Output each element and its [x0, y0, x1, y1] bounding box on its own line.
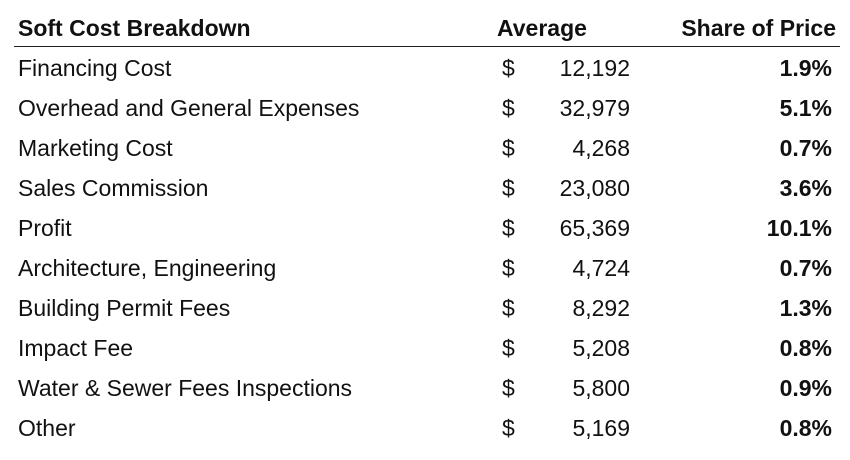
row-share-value: 5.1%	[779, 95, 832, 121]
row-share-value: 0.7%	[779, 255, 832, 281]
currency-symbol: $	[502, 375, 515, 401]
row-label: Profit	[18, 215, 72, 241]
currency-symbol: $	[502, 335, 515, 361]
currency-symbol: $	[502, 95, 515, 121]
row-share-value: 0.8%	[779, 335, 832, 361]
table-header-row: Soft Cost Breakdown Average Share of Pri…	[14, 10, 840, 47]
row-average-value: 4,268	[572, 135, 630, 161]
header-average: Average	[497, 15, 587, 41]
currency-symbol: $	[502, 295, 515, 321]
row-share-value: 1.9%	[779, 55, 832, 81]
table-row: Overhead and General Expenses $32,979 5.1%	[14, 90, 840, 130]
currency-symbol: $	[502, 55, 515, 81]
row-label: Architecture, Engineering	[18, 255, 277, 281]
row-share-value: 3.6%	[779, 175, 832, 201]
currency-symbol: $	[502, 415, 515, 441]
row-label: Water & Sewer Fees Inspections	[18, 375, 353, 401]
row-share-value: 0.8%	[779, 415, 832, 441]
row-share-value: 1.3%	[779, 295, 832, 321]
table-row: Water & Sewer Fees Inspections $5,800 0.9%	[14, 370, 840, 410]
table-row: Architecture, Engineering $4,724 0.7%	[14, 250, 840, 290]
table-row: Building Permit Fees $8,292 1.3%	[14, 290, 840, 330]
row-average-value: 23,080	[559, 175, 630, 201]
row-average-value: 12,192	[559, 55, 630, 81]
table-row: Sales Commission $23,080 3.6%	[14, 170, 840, 210]
row-average-value: 8,292	[572, 295, 630, 321]
row-average-value: 4,724	[572, 255, 630, 281]
row-label: Marketing Cost	[18, 135, 173, 161]
table-row: Profit $65,369 10.1%	[14, 210, 840, 250]
currency-symbol: $	[502, 255, 515, 281]
row-share-value: 0.7%	[779, 135, 832, 161]
header-share-of-price: Share of Price	[681, 15, 836, 41]
table-row: Financing Cost $12,192 1.9%	[14, 50, 840, 90]
row-label: Financing Cost	[18, 55, 172, 81]
row-label: Sales Commission	[18, 175, 209, 201]
header-soft-cost-breakdown: Soft Cost Breakdown	[18, 15, 251, 41]
row-label: Other	[18, 415, 76, 441]
row-label: Overhead and General Expenses	[18, 95, 360, 121]
table-row: Impact Fee $5,208 0.8%	[14, 330, 840, 370]
row-average-value: 5,169	[572, 415, 630, 441]
row-average-value: 5,208	[572, 335, 630, 361]
row-average-value: 32,979	[559, 95, 630, 121]
row-share-value: 0.9%	[779, 375, 832, 401]
row-average-value: 5,800	[572, 375, 630, 401]
table-row: Other $5,169 0.8%	[14, 410, 840, 450]
currency-symbol: $	[502, 175, 515, 201]
table-body: Financing Cost $12,192 1.9% Overhead and Ge…	[14, 50, 840, 450]
row-average-value: 65,369	[559, 215, 630, 241]
currency-symbol: $	[502, 135, 515, 161]
row-label: Building Permit Fees	[18, 295, 231, 321]
table-row: Marketing Cost $4,268 0.7%	[14, 130, 840, 170]
row-share-value: 10.1%	[766, 215, 832, 241]
row-label: Impact Fee	[18, 335, 134, 361]
currency-symbol: $	[502, 215, 515, 241]
